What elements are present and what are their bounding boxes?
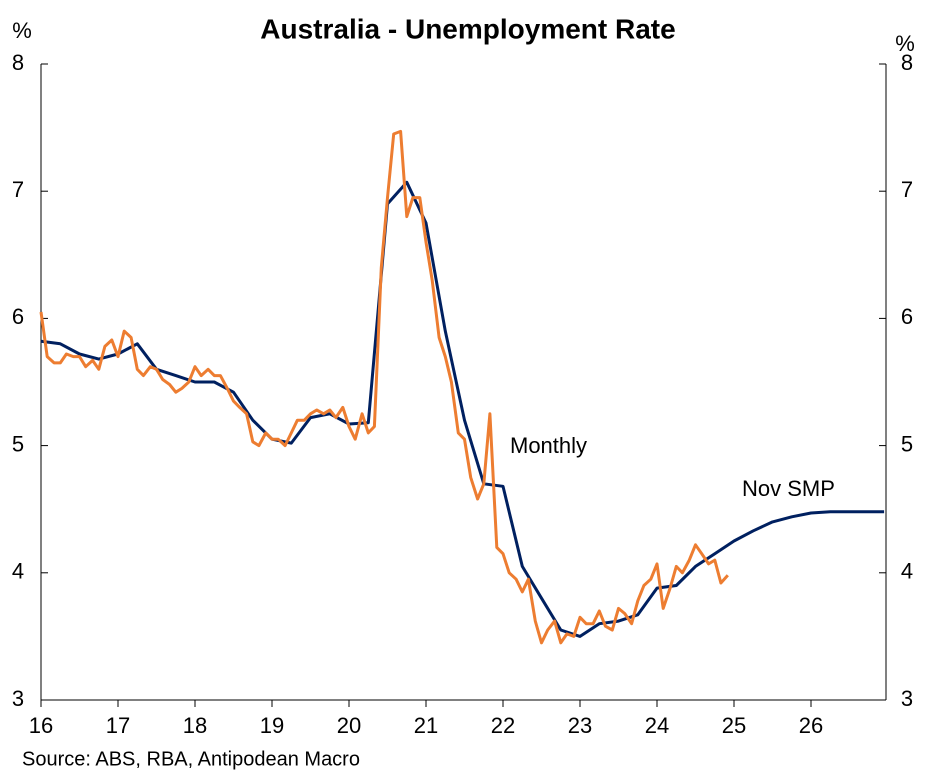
y-tick-label: 3 [12,686,24,711]
y-tick-label: 4 [12,559,24,584]
y-tick-label: 8 [12,50,24,75]
x-tick-label: 18 [183,713,207,738]
series-label: Monthly [510,433,587,458]
y2-tick-label: 5 [901,431,913,456]
x-tick-label: 25 [722,713,746,738]
y2-tick-label: 3 [901,686,913,711]
x-tick-label: 17 [106,713,130,738]
y2-tick-label: 7 [901,177,913,202]
y2-axis-label: % [895,31,915,56]
chart-title: Australia - Unemployment Rate [260,13,675,44]
series-line [40,180,885,638]
series-label: Nov SMP [742,476,835,501]
x-tick-label: 22 [491,713,515,738]
x-tick-label: 26 [799,713,823,738]
x-tick-label: 20 [337,713,361,738]
x-tick-label: 24 [645,713,669,738]
y-tick-label: 6 [12,304,24,329]
y2-tick-label: 8 [901,50,913,75]
x-tick-label: 23 [568,713,592,738]
y-tick-label: 5 [12,431,24,456]
y-tick-label: 7 [12,177,24,202]
y-axis-label: % [12,18,32,43]
y2-tick-label: 6 [901,304,913,329]
source: Source: ABS, RBA, Antipodean Macro [22,748,360,770]
series-line [39,129,729,645]
x-tick-label: 21 [414,713,438,738]
x-tick-label: 19 [260,713,284,738]
y2-tick-label: 4 [901,559,913,584]
x-tick-label: 16 [29,713,53,738]
